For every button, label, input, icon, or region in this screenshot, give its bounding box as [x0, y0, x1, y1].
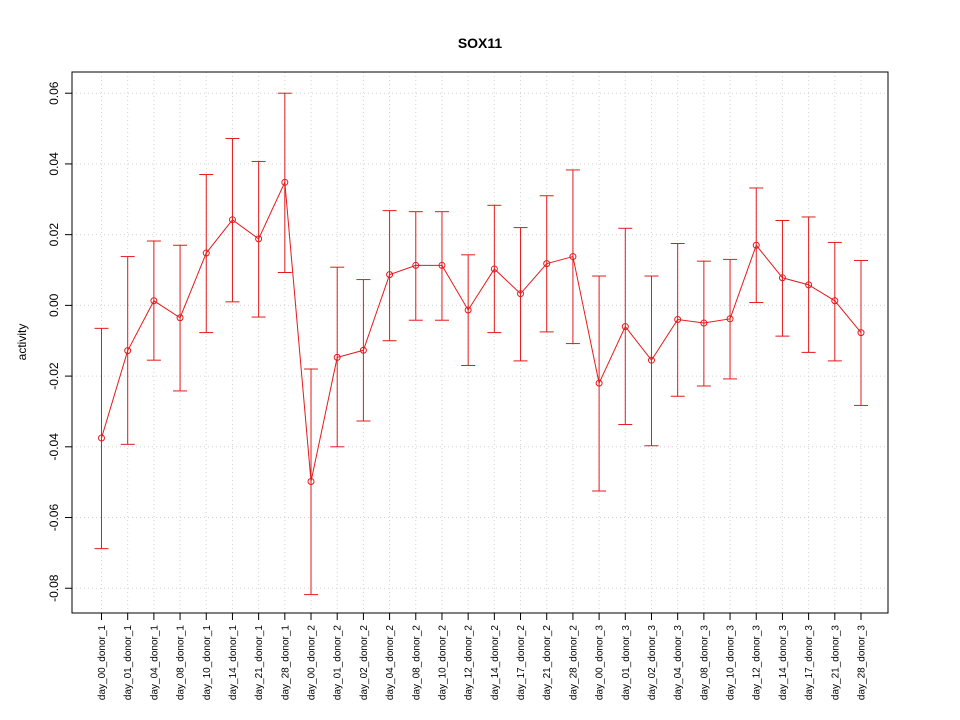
data-point [726, 315, 734, 323]
data-point [98, 434, 105, 442]
data-point [778, 274, 786, 282]
x-axis: day_00_donor_1 day_01_donor_1 day_04_donor… [97, 613, 868, 700]
data-point [359, 346, 367, 354]
x-tick-label: day_17_donor_2 [516, 625, 527, 701]
y-tick-label: -0.02 [47, 362, 61, 390]
data-point [543, 260, 551, 268]
x-tick-label: day_10_donor_3 [726, 625, 737, 701]
data-point [412, 261, 420, 269]
data-point [124, 347, 132, 355]
x-tick-label: day_08_donor_3 [699, 625, 710, 701]
y-tick-label: -0.06 [47, 504, 61, 532]
y-tick-label: 0.02 [47, 223, 61, 247]
x-tick-label: day_10_donor_2 [437, 625, 448, 701]
y-tick-label: -0.04 [47, 433, 61, 461]
data-point [569, 253, 577, 261]
data-point [202, 249, 210, 257]
x-tick-label: day_08_donor_2 [411, 625, 422, 701]
plot-frame [71, 71, 889, 614]
data-point [857, 329, 865, 337]
data-point [228, 216, 236, 224]
error-bars [94, 92, 868, 596]
data-points [98, 178, 865, 485]
data-point [438, 261, 446, 269]
y-tick-label: 0.06 [47, 81, 61, 105]
x-tick-label: day_01_donor_1 [123, 625, 134, 701]
x-tick-label: day_04_donor_2 [385, 625, 396, 701]
data-point [176, 314, 184, 322]
data-point [281, 178, 289, 186]
x-tick-label: day_04_donor_3 [673, 625, 684, 701]
x-tick-label: day_21_donor_2 [542, 625, 553, 701]
data-point [831, 297, 839, 305]
x-tick-label: day_10_donor_1 [202, 625, 213, 701]
y-tick-label: 0.00 [47, 293, 61, 317]
data-point [255, 235, 263, 243]
y-axis-label: activity [15, 324, 29, 361]
x-tick-label: day_14_donor_2 [490, 625, 501, 701]
x-tick-label: day_02_donor_2 [359, 625, 370, 701]
x-tick-label: day_00_donor_2 [307, 625, 318, 701]
series-line [101, 180, 862, 482]
y-tick-label: -0.08 [47, 574, 61, 602]
x-tick-label: day_01_donor_2 [333, 625, 344, 701]
y-axis: -0.08 -0.06 -0.04 -0.02 0.00 0.02 0.04 0.06 [47, 81, 72, 602]
data-point [647, 356, 655, 364]
y-tick-label: 0.04 [47, 152, 61, 176]
data-point [490, 265, 498, 273]
x-tick-label: day_14_donor_3 [778, 625, 789, 701]
x-tick-label: day_02_donor_3 [647, 625, 658, 701]
data-point [333, 353, 341, 361]
data-point [517, 290, 525, 298]
x-tick-label: day_04_donor_1 [149, 625, 160, 701]
x-tick-label: day_28_donor_3 [857, 625, 868, 701]
data-point [386, 271, 394, 279]
grid-lines [72, 72, 888, 613]
data-point [621, 323, 629, 331]
data-point [150, 297, 158, 305]
data-point [595, 379, 603, 387]
x-tick-label: day_28_donor_1 [280, 625, 291, 701]
x-tick-label: day_28_donor_2 [568, 625, 579, 701]
x-tick-label: day_00_donor_1 [97, 625, 108, 701]
x-tick-label: day_12_donor_2 [464, 625, 475, 701]
x-tick-label: day_01_donor_3 [621, 625, 632, 701]
x-tick-label: day_12_donor_3 [752, 625, 763, 701]
chart-title: SOX11 [458, 35, 503, 51]
data-point [700, 319, 708, 327]
data-point [752, 241, 760, 249]
x-tick-label: day_21_donor_3 [830, 625, 841, 701]
data-point [805, 281, 813, 289]
x-tick-label: day_08_donor_1 [176, 625, 187, 701]
x-tick-label: day_00_donor_3 [595, 625, 606, 701]
x-tick-label: day_17_donor_3 [804, 625, 815, 701]
x-tick-label: day_14_donor_1 [228, 625, 239, 701]
series-line-group [101, 180, 862, 482]
x-tick-label: day_21_donor_1 [254, 625, 265, 701]
data-point [674, 316, 682, 324]
data-point [307, 477, 315, 485]
data-point [464, 306, 472, 314]
